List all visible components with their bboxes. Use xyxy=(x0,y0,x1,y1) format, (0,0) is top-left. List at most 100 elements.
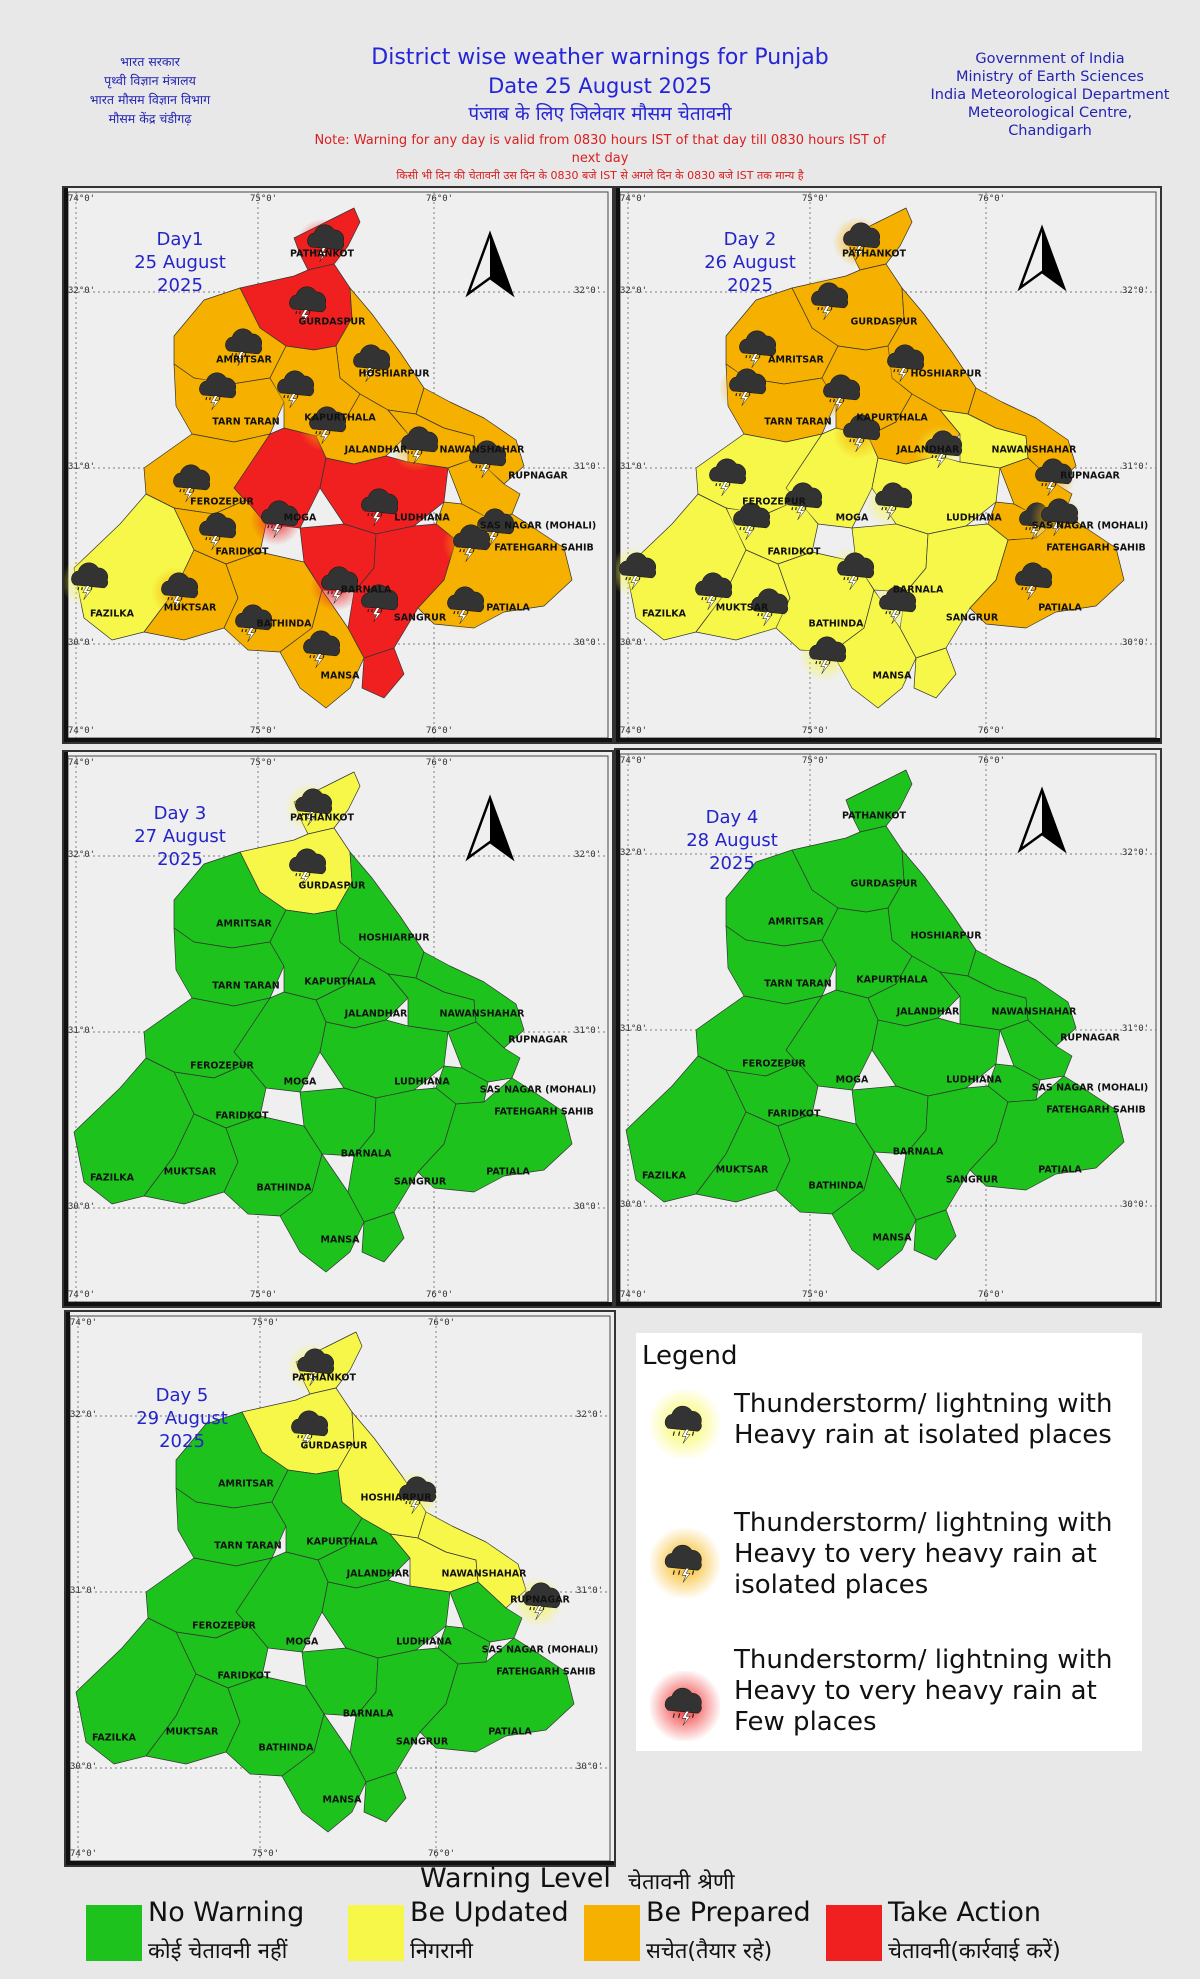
storm-icon xyxy=(286,1342,338,1394)
day-label-year: 2025 xyxy=(157,849,203,870)
coord-tick: 30°0' xyxy=(574,638,602,648)
day-label-year: 2025 xyxy=(709,853,755,874)
district-label: RUPNAGAR xyxy=(508,470,568,482)
district-label: HOSHIARPUR xyxy=(358,368,430,380)
coord-tick: 75°0' xyxy=(250,1290,278,1300)
district-label: HOSHIARPUR xyxy=(358,932,430,944)
day-label-year: 2025 xyxy=(159,1431,205,1452)
coord-tick: 75°0' xyxy=(802,1290,830,1300)
coord-tick: 31°0' xyxy=(620,1024,648,1034)
district-sangrur-south xyxy=(361,647,405,699)
district-label: GURDASPUR xyxy=(298,880,366,892)
storm-icon xyxy=(296,218,348,270)
swatch-green xyxy=(86,1905,142,1961)
validity-note: Note: Warning for any day is valid from … xyxy=(314,133,886,166)
north-arrow-icon xyxy=(1017,224,1067,292)
district-label: FAZILKA xyxy=(90,1172,134,1184)
district-label: NAWANSHAHAR xyxy=(991,444,1077,456)
district-label: MOGA xyxy=(835,1074,869,1086)
district-label: FAZILKA xyxy=(642,1170,686,1182)
warning-level-label-hindi: कोई चेतावनी नहीं xyxy=(148,1939,288,1964)
district-label: PATIALA xyxy=(1038,602,1082,614)
district-label: PATHANKOT xyxy=(292,1372,356,1384)
coord-tick: 32°0' xyxy=(68,286,96,296)
day-label: Day 2 26 August 2025 xyxy=(690,228,810,297)
district-label: BARNALA xyxy=(892,1146,944,1158)
day-label-day: Day 5 xyxy=(155,1385,209,1406)
district-pathankot xyxy=(845,769,913,833)
district-label: KAPURTHALA xyxy=(304,412,376,424)
district-label: NAWANSHAHAR xyxy=(441,1568,527,1580)
district-label: MANSA xyxy=(320,1234,360,1246)
north-arrow-icon xyxy=(465,230,515,298)
district-sangrur-south xyxy=(913,647,957,699)
warning-level-label: Be Updated xyxy=(410,1897,569,1928)
district-label: LUDHIANA xyxy=(946,512,1002,524)
storm-icon xyxy=(292,624,344,676)
storm-icon xyxy=(64,556,112,608)
district-label: FATEHGARH SAHIB xyxy=(1046,1104,1146,1116)
punjab-map xyxy=(66,1312,614,1865)
day-label-date: 29 August xyxy=(136,1408,228,1429)
storm-icon xyxy=(310,560,362,612)
district-label: HOSHIARPUR xyxy=(910,930,982,942)
district-label: AMRITSAR xyxy=(218,1478,274,1490)
header-left-line: मौसम केंद्र चंडीगढ़ xyxy=(108,111,192,126)
district-label: BARNALA xyxy=(342,1708,394,1720)
district-label: SAS NAGAR (MOHALI) xyxy=(479,520,597,532)
district-bathinda xyxy=(775,1113,875,1215)
district-label: FEROZEPUR xyxy=(190,1060,254,1072)
district-label: FEROZEPUR xyxy=(192,1620,256,1632)
storm-icon xyxy=(342,338,394,390)
storm-icon xyxy=(832,408,884,460)
coord-tick: 75°0' xyxy=(802,726,830,736)
coord-tick: 74°0' xyxy=(68,726,96,736)
coord-tick: 32°0' xyxy=(574,286,602,296)
map-panel-day-2: 74°0' 74°0' 75°0' 75°0' 76°0' 76°0' 32°0' 32°0'… xyxy=(614,186,1162,744)
storm-icon xyxy=(350,578,402,630)
coord-tick: 32°0' xyxy=(70,1410,98,1420)
storm-icon xyxy=(250,494,302,546)
warning-level-label-hindi: निगरानी xyxy=(410,1939,473,1964)
district-label: SANGRUR xyxy=(393,1176,447,1188)
storm-icon xyxy=(1030,492,1082,544)
district-label: BATHINDA xyxy=(808,1180,864,1192)
coord-tick: 31°0' xyxy=(576,1586,604,1596)
district-label: JALANDHAR xyxy=(346,1568,410,1580)
storm-icon xyxy=(876,338,928,390)
district-label: SAS NAGAR (MOHALI) xyxy=(1031,520,1149,532)
storm-icon xyxy=(278,842,330,894)
punjab-map xyxy=(64,752,612,1306)
district-label: PATHANKOT xyxy=(842,810,906,822)
district-label: TARN TARAN xyxy=(212,980,280,992)
storm-icon xyxy=(722,496,774,548)
header-left-hindi: भारत सरकार पृथ्वी विज्ञान मंत्रालय भारत … xyxy=(60,52,240,128)
coord-tick: 30°0' xyxy=(1122,638,1150,648)
coord-tick: 30°0' xyxy=(574,1202,602,1212)
district-bathinda xyxy=(225,1675,325,1777)
district-label: FARIDKOT xyxy=(767,546,821,558)
district-sangrur-south xyxy=(361,1211,405,1263)
district-label: JALANDHAR xyxy=(896,1006,960,1018)
district-label: JALANDHAR xyxy=(344,1008,408,1020)
coord-tick: 74°0' xyxy=(68,194,96,204)
district-label: TARN TARAN xyxy=(212,416,280,428)
coord-tick: 75°0' xyxy=(250,758,278,768)
north-arrow-icon xyxy=(1017,786,1067,854)
coord-tick: 76°0' xyxy=(978,194,1006,204)
district-label: FAZILKA xyxy=(642,608,686,620)
district-label: HOSHIARPUR xyxy=(360,1492,432,1504)
district-label: MOGA xyxy=(835,512,869,524)
district-label: RUPNAGAR xyxy=(510,1594,570,1606)
storm-icon xyxy=(1004,556,1056,608)
district-label: GURDASPUR xyxy=(850,316,918,328)
district-label: PATHANKOT xyxy=(290,248,354,260)
coord-tick: 32°0' xyxy=(574,850,602,860)
storm-icon xyxy=(812,368,864,420)
storm-icon xyxy=(800,276,852,328)
district-sas-nagar-mohali- xyxy=(447,1021,521,1083)
district-label: LUDHIANA xyxy=(396,1636,452,1648)
coord-tick: 31°0' xyxy=(70,1586,98,1596)
district-label: SAS NAGAR (MOHALI) xyxy=(1031,1082,1149,1094)
district-label: AMRITSAR xyxy=(768,354,824,366)
